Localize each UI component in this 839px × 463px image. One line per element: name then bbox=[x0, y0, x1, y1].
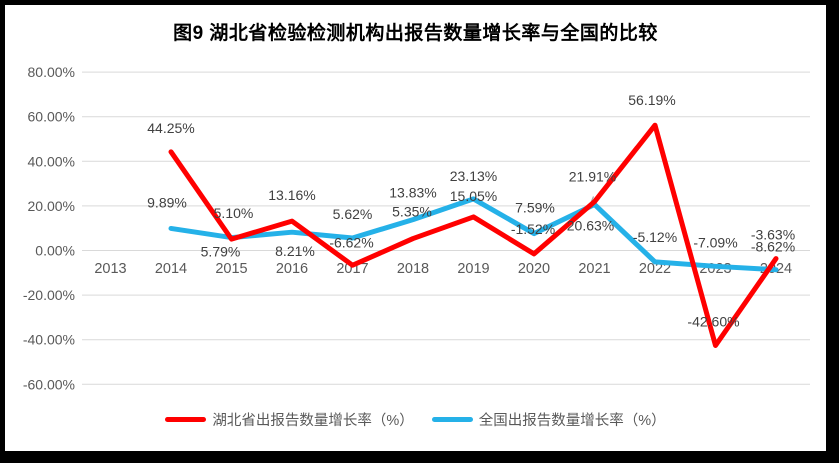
legend-item-national: 全国出报告数量增长率（%） bbox=[431, 409, 666, 430]
national-series-line bbox=[168, 196, 779, 273]
x-tick-label: 2015 bbox=[215, 261, 247, 277]
hubei-series-swatch bbox=[165, 417, 207, 422]
legend-item-hubei: 湖北省出报告数量增长率（%） bbox=[165, 409, 414, 430]
y-tick-label: 20.00% bbox=[28, 198, 75, 214]
y-tick-label: 80.00% bbox=[28, 64, 75, 80]
x-tick-label: 2020 bbox=[518, 261, 550, 277]
data-label: -8.62% bbox=[751, 239, 795, 255]
national-series-swatch bbox=[431, 417, 473, 422]
data-label: 13.16% bbox=[268, 187, 315, 203]
y-tick-label: 60.00% bbox=[28, 109, 75, 125]
data-label: 5.35% bbox=[392, 204, 432, 220]
data-label: 5.62% bbox=[333, 206, 373, 222]
data-label: 23.13% bbox=[450, 168, 497, 184]
data-label: 5.10% bbox=[214, 205, 254, 221]
x-tick-label: 2016 bbox=[276, 261, 308, 277]
data-label: 44.25% bbox=[147, 120, 194, 136]
data-label: 5.79% bbox=[201, 244, 241, 260]
y-tick-label: 40.00% bbox=[28, 153, 75, 169]
hubei-series-line bbox=[168, 122, 779, 348]
data-label: 15.05% bbox=[450, 188, 497, 204]
data-label: -6.62% bbox=[329, 234, 373, 250]
data-label: 21.91% bbox=[569, 169, 616, 185]
data-label: 7.59% bbox=[515, 200, 555, 216]
legend: 湖北省出报告数量增长率（%） 全国出报告数量增长率（%） bbox=[5, 409, 826, 430]
data-label: -3.63% bbox=[751, 227, 795, 243]
chart-area: 图9 湖北省检验检测机构出报告数量增长率与全国的比较 80.00% 60.00% 4… bbox=[5, 5, 826, 451]
legend-label-hubei: 湖北省出报告数量增长率（%） bbox=[212, 413, 414, 429]
x-tick-label: 2013 bbox=[94, 261, 126, 277]
x-tick-label: 2021 bbox=[578, 261, 610, 277]
data-label: 9.89% bbox=[147, 194, 187, 210]
data-label: 20.63% bbox=[567, 217, 614, 233]
x-tick-label: 2017 bbox=[336, 261, 368, 277]
data-label: -7.09% bbox=[693, 234, 737, 250]
x-tick-label: 2019 bbox=[457, 261, 489, 277]
data-label: -1.52% bbox=[511, 221, 555, 237]
data-label: -5.12% bbox=[633, 229, 677, 245]
data-label: 56.19% bbox=[628, 92, 675, 108]
chart-title: 图9 湖北省检验检测机构出报告数量增长率与全国的比较 bbox=[173, 23, 658, 44]
line-chart: 80.00% 60.00% 40.00% 20.00% 0.00% -20.00% -40.… bbox=[23, 64, 810, 392]
y-tick-label: -40.00% bbox=[23, 332, 75, 348]
y-tick-label: -20.00% bbox=[23, 287, 75, 303]
x-tick-label: 2014 bbox=[155, 261, 187, 277]
x-tick-label: 2018 bbox=[397, 261, 429, 277]
data-label: 13.83% bbox=[389, 185, 436, 201]
legend-label-national: 全国出报告数量增长率（%） bbox=[478, 413, 666, 429]
y-tick-label: 0.00% bbox=[35, 243, 75, 259]
y-tick-label: -60.00% bbox=[23, 376, 75, 392]
data-label: -42.60% bbox=[687, 313, 739, 329]
data-label: 8.21% bbox=[275, 243, 315, 259]
